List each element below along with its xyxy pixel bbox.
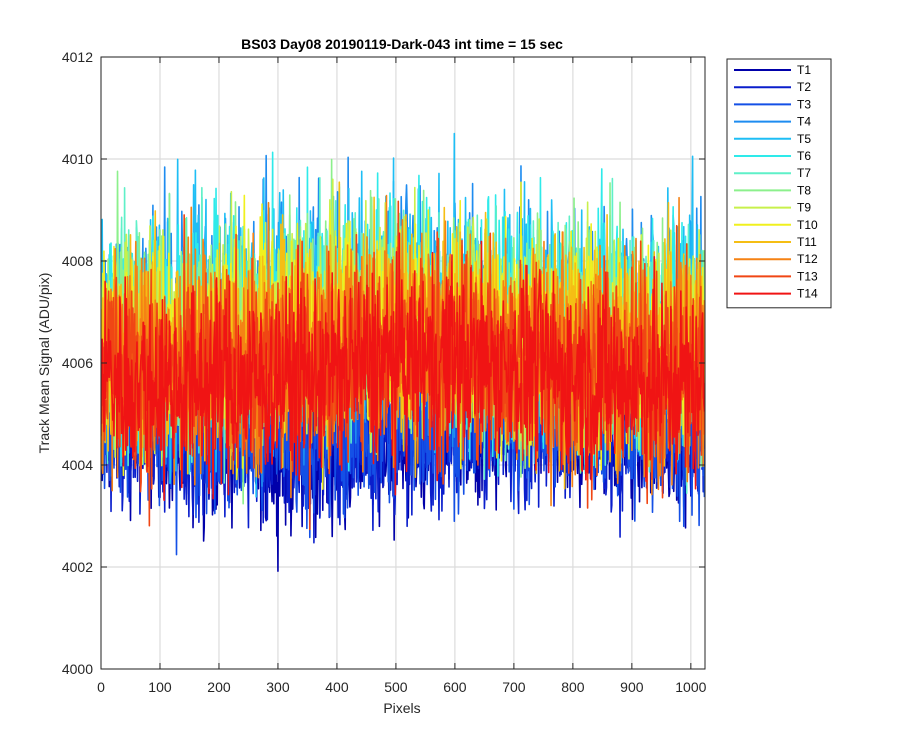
- legend-box: [726, 58, 832, 309]
- legend-label-t6: T6: [797, 149, 811, 163]
- legend-label-t10: T10: [797, 218, 818, 232]
- x-tick-label: 100: [148, 679, 172, 695]
- y-tick-label: 4006: [62, 355, 93, 371]
- x-tick-label: 400: [325, 679, 349, 695]
- series-line-t14: [101, 232, 705, 502]
- x-tick-label: 500: [384, 679, 408, 695]
- y-tick-label: 4002: [62, 559, 93, 575]
- legend-label-t7: T7: [797, 166, 811, 180]
- x-tick-label: 900: [620, 679, 644, 695]
- legend-label-t2: T2: [797, 80, 811, 94]
- legend-label-t4: T4: [797, 115, 811, 129]
- x-tick-label: 1000: [675, 679, 706, 695]
- legend-label-t1: T1: [797, 63, 811, 77]
- y-tick-label: 4000: [62, 661, 93, 677]
- legend-label-t5: T5: [797, 132, 811, 146]
- y-tick-label: 4012: [62, 49, 93, 65]
- legend-label-t14: T14: [797, 287, 818, 301]
- y-tick-label: 4008: [62, 253, 93, 269]
- x-tick-label: 800: [561, 679, 585, 695]
- legend-label-t12: T12: [797, 252, 818, 266]
- plot-area: 0 100 200 300 400 500 600 700 800 900 1000 4000 4002…: [62, 49, 707, 695]
- y-tick-label: 4010: [62, 151, 93, 167]
- x-tick-label: 300: [266, 679, 290, 695]
- legend-label-t8: T8: [797, 183, 811, 197]
- x-tick-label: 600: [443, 679, 467, 695]
- series-group: [101, 132, 705, 572]
- y-axis-label: Track Mean Signal (ADU/pix): [36, 273, 52, 454]
- x-tick-label: 0: [97, 679, 105, 695]
- chart-title: BS03 Day08 20190119-Dark-043 int time = …: [241, 36, 563, 52]
- x-tick-label: 700: [502, 679, 526, 695]
- legend-label-t13: T13: [797, 269, 818, 283]
- legend-label-t9: T9: [797, 201, 811, 215]
- x-axis-label: Pixels: [383, 700, 420, 716]
- x-tick-label: 200: [207, 679, 231, 695]
- legend-label-t11: T11: [797, 235, 817, 249]
- legend-label-t3: T3: [797, 97, 811, 111]
- y-tick-label: 4004: [62, 457, 93, 473]
- legend: T1 T2 T3 T4 T5 T6 T7 T8 T9 T10 T11 T12 T13 T14: [726, 58, 832, 309]
